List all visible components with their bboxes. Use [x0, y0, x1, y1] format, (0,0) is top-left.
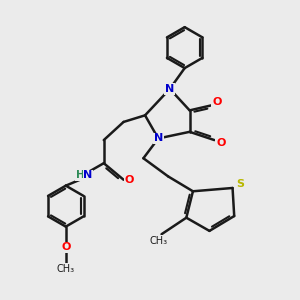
Text: N: N	[165, 84, 174, 94]
Text: N: N	[154, 134, 163, 143]
Text: O: O	[216, 138, 226, 148]
Text: H: H	[76, 170, 85, 180]
Text: O: O	[125, 175, 134, 185]
Text: CH₃: CH₃	[57, 264, 75, 274]
Text: O: O	[61, 242, 70, 252]
Text: CH₃: CH₃	[149, 236, 167, 246]
Text: S: S	[236, 179, 244, 189]
Text: O: O	[212, 97, 222, 107]
Text: N: N	[83, 170, 92, 180]
